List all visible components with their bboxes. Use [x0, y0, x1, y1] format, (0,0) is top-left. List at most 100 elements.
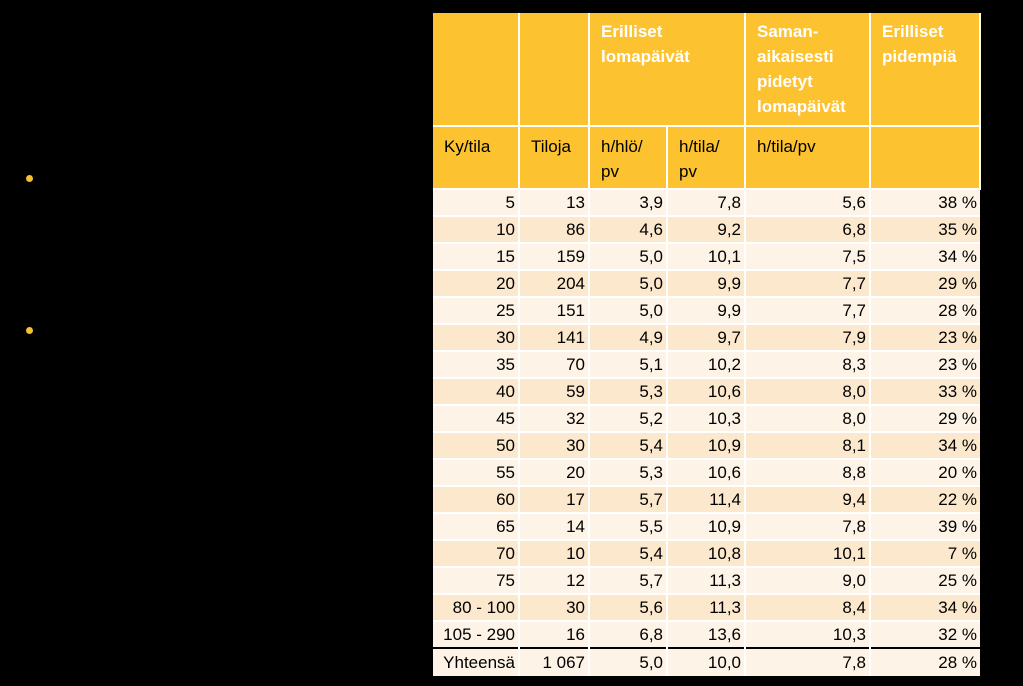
table-cell: 9,7 — [667, 323, 747, 351]
table-cell: 6,8 — [745, 215, 872, 243]
group-header-cell: Erilliset pidempiä — [870, 13, 982, 127]
table-cell: 141 — [519, 323, 590, 351]
total-cell: Yhteensä — [433, 647, 520, 676]
table-cell: 5,1 — [589, 350, 668, 378]
table-cell: 11,3 — [667, 593, 747, 621]
table-cell: 59 — [519, 377, 590, 405]
table-cell: 86 — [519, 215, 590, 243]
table-cell: 8,4 — [745, 593, 872, 621]
table-cell: 5,4 — [589, 539, 668, 567]
table-cell: 30 — [433, 323, 520, 351]
table-cell: 40 — [433, 377, 520, 405]
total-row: Yhteensä 1 067 5,0 10,0 7,8 28 % — [433, 647, 981, 676]
sub-header-row: Ky/tila Tiloja h/hlö/ pv h/tila/ pv h/ti… — [433, 126, 982, 189]
table-cell: 10,1 — [745, 539, 872, 567]
table-cell: 6,8 — [589, 620, 668, 648]
table-cell: 25 — [433, 296, 520, 324]
table-cell: 29 % — [870, 404, 981, 432]
table-cell: 10,8 — [667, 539, 747, 567]
table-cell: 10,1 — [667, 242, 747, 270]
table-cell: 151 — [519, 296, 590, 324]
table-cell: 7,8 — [667, 188, 747, 216]
table-cell: 10,9 — [667, 512, 747, 540]
table-cell: 17 — [519, 485, 590, 513]
table-cell: 8,1 — [745, 431, 872, 459]
table-cell: 30 — [519, 593, 590, 621]
table-row: 30 141 4,9 9,7 7,9 23 % — [433, 323, 981, 351]
table-cell: 7,7 — [745, 296, 872, 324]
table-row: 45 32 5,2 10,3 8,0 29 % — [433, 404, 981, 432]
table-row: 60 17 5,7 11,4 9,4 22 % — [433, 485, 981, 513]
table-row: 5 13 3,9 7,8 5,6 38 % — [433, 188, 981, 216]
data-table: Erilliset lomapäivät Saman-aikaisesti pi… — [433, 13, 982, 676]
table-cell: 55 — [433, 458, 520, 486]
table-cell: 20 — [433, 269, 520, 297]
total-cell: 10,0 — [667, 647, 747, 676]
table-cell: 5,0 — [589, 296, 668, 324]
table-cell: 35 — [433, 350, 520, 378]
column-header: h/hlö/ pv — [589, 126, 668, 189]
table-cell: 159 — [519, 242, 590, 270]
table-cell: 45 — [433, 404, 520, 432]
column-header: Tiloja — [519, 126, 590, 189]
column-header — [870, 126, 982, 189]
table-cell: 29 % — [870, 269, 981, 297]
table-cell: 10,3 — [745, 620, 872, 648]
table-cell: 5,6 — [745, 188, 872, 216]
table-cell: 5,7 — [589, 485, 668, 513]
table-cell: 33 % — [870, 377, 981, 405]
group-header-cell: Saman-aikaisesti pidetyt lomapäivät — [745, 13, 872, 127]
table-cell: 10,6 — [667, 377, 747, 405]
table-row: 80 - 100 30 5,6 11,3 8,4 34 % — [433, 593, 981, 621]
table-cell: 23 % — [870, 350, 981, 378]
table-cell: 30 — [519, 431, 590, 459]
table-cell: 5 — [433, 188, 520, 216]
table-cell: 10 — [519, 539, 590, 567]
table-cell: 8,0 — [745, 377, 872, 405]
table-cell: 25 % — [870, 566, 981, 594]
table-cell: 11,4 — [667, 485, 747, 513]
table-row: 65 14 5,5 10,9 7,8 39 % — [433, 512, 981, 540]
table-cell: 13 — [519, 188, 590, 216]
table-cell: 60 — [433, 485, 520, 513]
table-cell: 7,8 — [745, 512, 872, 540]
bullet-point — [26, 175, 33, 182]
group-header-cell — [519, 13, 590, 127]
table-row: 25 151 5,0 9,9 7,7 28 % — [433, 296, 981, 324]
table-cell: 9,9 — [667, 296, 747, 324]
column-header: h/tila/pv — [745, 126, 872, 189]
table-cell: 28 % — [870, 296, 981, 324]
table-cell: 23 % — [870, 323, 981, 351]
table-cell: 8,8 — [745, 458, 872, 486]
table-row: 35 70 5,1 10,2 8,3 23 % — [433, 350, 981, 378]
table-cell: 70 — [519, 350, 590, 378]
table-cell: 9,2 — [667, 215, 747, 243]
table-row: 75 12 5,7 11,3 9,0 25 % — [433, 566, 981, 594]
table-row: 55 20 5,3 10,6 8,8 20 % — [433, 458, 981, 486]
total-cell: 5,0 — [589, 647, 668, 676]
total-cell: 1 067 — [519, 647, 590, 676]
table-cell: 4,9 — [589, 323, 668, 351]
table-cell: 10,2 — [667, 350, 747, 378]
table-row: 20 204 5,0 9,9 7,7 29 % — [433, 269, 981, 297]
bullet-point — [26, 327, 33, 334]
table-cell: 14 — [519, 512, 590, 540]
table-row: 105 - 290 16 6,8 13,6 10,3 32 % — [433, 620, 981, 648]
table-cell: 13,6 — [667, 620, 747, 648]
table-cell: 10,6 — [667, 458, 747, 486]
table-row: 15 159 5,0 10,1 7,5 34 % — [433, 242, 981, 270]
table-cell: 5,6 — [589, 593, 668, 621]
table-cell: 80 - 100 — [433, 593, 520, 621]
table-cell: 32 % — [870, 620, 981, 648]
table-cell: 10,9 — [667, 431, 747, 459]
table-body: 5 13 3,9 7,8 5,6 38 % 10 86 4,6 9,2 6,8 35 % 15 159 5,… — [433, 188, 981, 648]
table-cell: 7,5 — [745, 242, 872, 270]
total-cell: 7,8 — [745, 647, 872, 676]
table-cell: 9,4 — [745, 485, 872, 513]
table-cell: 32 — [519, 404, 590, 432]
table-cell: 12 — [519, 566, 590, 594]
table-cell: 5,7 — [589, 566, 668, 594]
group-header-row: Erilliset lomapäivät Saman-aikaisesti pi… — [433, 13, 982, 127]
table-cell: 4,6 — [589, 215, 668, 243]
table-cell: 70 — [433, 539, 520, 567]
